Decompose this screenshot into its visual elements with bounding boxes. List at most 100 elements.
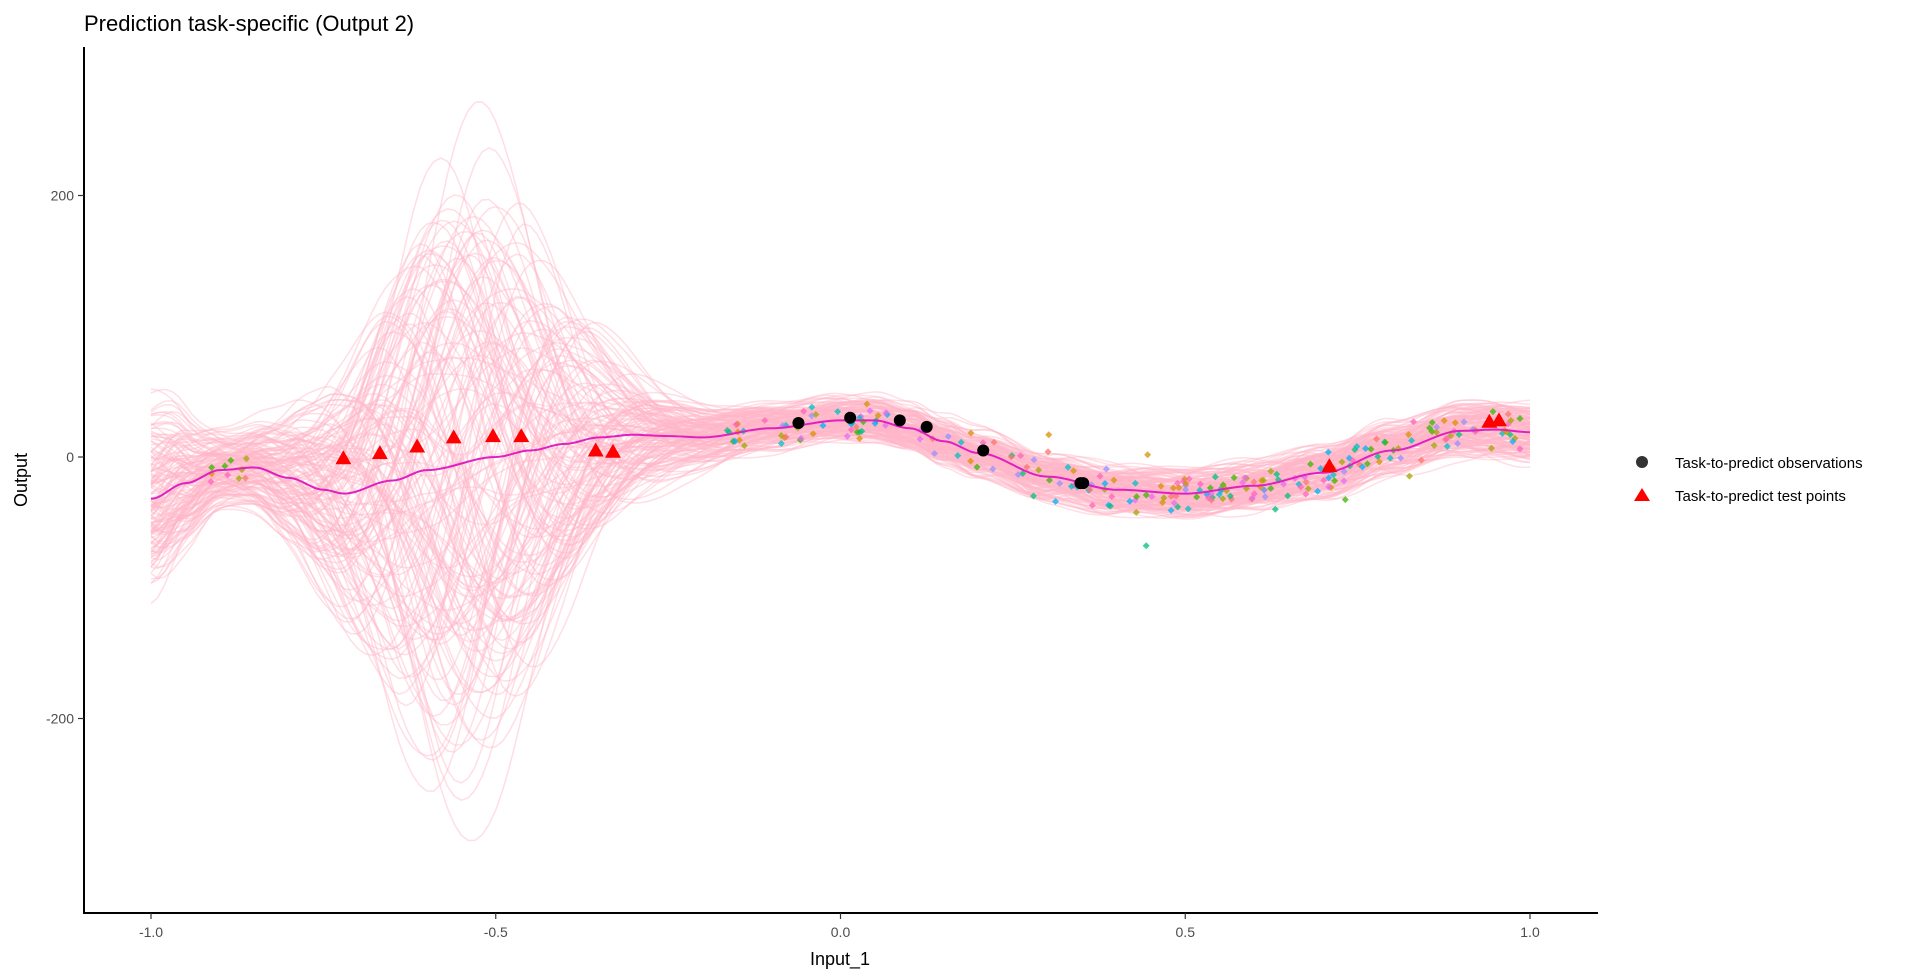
other-task-point: [761, 417, 769, 425]
sample-curve: [150, 399, 1531, 682]
sample-curve: [150, 239, 1531, 533]
sample-curve: [150, 360, 1531, 726]
other-task-point: [1014, 471, 1022, 479]
sample-curve: [150, 391, 1531, 696]
other-task-point: [1451, 419, 1459, 427]
other-task-point: [1204, 494, 1212, 502]
other-task-point: [1030, 456, 1038, 464]
sample-curve: [150, 146, 1531, 635]
other-task-point: [1454, 440, 1462, 448]
other-task-point: [1433, 428, 1441, 436]
other-task-point: [1509, 437, 1517, 445]
sample-curve: [150, 404, 1531, 694]
other-task-point: [740, 442, 748, 450]
sample-curve: [150, 403, 1531, 569]
other-task-point: [1167, 506, 1175, 514]
test-point: [604, 443, 621, 458]
legend-observations-label: Task-to-predict observations: [1675, 455, 1863, 472]
test-points: [335, 412, 1507, 473]
other-task-point: [777, 439, 785, 447]
other-task-point: [208, 464, 216, 472]
other-task-point: [797, 434, 805, 442]
other-task-point: [1250, 478, 1258, 486]
other-task-point: [242, 455, 250, 463]
other-task-point: [871, 419, 879, 427]
other-task-point: [1017, 452, 1025, 460]
other-task-point: [834, 408, 842, 416]
other-task-point: [207, 478, 215, 486]
other-task-point: [1426, 424, 1434, 432]
sample-curve: [150, 242, 1531, 567]
other-task-point: [1430, 441, 1438, 449]
sample-curve: [150, 346, 1531, 642]
sample-curve: [150, 347, 1531, 539]
other-task-point: [1144, 451, 1152, 459]
other-task-point: [1440, 417, 1448, 425]
other-task-point: [944, 432, 952, 440]
sample-curve: [150, 388, 1531, 597]
sample-curve: [150, 348, 1531, 680]
sample-curve: [150, 341, 1531, 538]
test-point: [335, 450, 352, 465]
sample-curve: [150, 319, 1531, 576]
x-axis-label: Input_1: [810, 949, 870, 970]
x-tick-label: 0.5: [1176, 924, 1196, 940]
other-task-point: [1306, 460, 1314, 468]
other-task-point: [1340, 467, 1348, 475]
other-task-point: [809, 430, 817, 438]
other-task-point: [1367, 445, 1375, 453]
other-task-point: [1067, 482, 1075, 490]
other-task-point: [1489, 408, 1497, 416]
other-task-point: [1410, 418, 1418, 426]
other-task-point: [1230, 474, 1238, 482]
other-task-point: [973, 463, 981, 471]
sample-curve: [150, 321, 1531, 792]
observation-point: [920, 420, 933, 433]
sample-curve: [150, 302, 1531, 536]
sample-curve: [150, 202, 1531, 610]
sample-curve: [150, 288, 1531, 556]
sample-curve: [150, 220, 1531, 527]
other-task-point: [1182, 486, 1190, 494]
sample-curve: [150, 316, 1531, 701]
other-task-point: [732, 421, 740, 429]
other-task-point: [1260, 476, 1268, 484]
other-task-point: [819, 421, 827, 429]
other-task-point: [1052, 498, 1060, 506]
sample-curve: [150, 400, 1531, 656]
sample-curve: [150, 393, 1531, 643]
sample-curve: [150, 412, 1531, 584]
sample-curve: [150, 406, 1531, 719]
other-task-point: [1160, 494, 1168, 502]
sample-curve: [150, 312, 1531, 668]
other-task-point: [1030, 492, 1038, 500]
sample-curve: [150, 373, 1531, 741]
sample-curve: [150, 400, 1531, 621]
other-task-point: [1193, 493, 1201, 501]
y-axis-label: Output: [11, 453, 31, 507]
other-task-point: [1023, 463, 1031, 471]
other-task-point: [916, 435, 924, 443]
other-task-point: [1331, 477, 1339, 485]
test-point: [587, 442, 604, 457]
other-task-point: [1386, 454, 1394, 462]
other-task-point: [1271, 505, 1279, 513]
other-task-point: [1101, 480, 1109, 488]
sample-curve: [150, 296, 1531, 644]
sample-curve: [150, 318, 1531, 757]
other-task-point: [1284, 492, 1292, 500]
other-task-point: [1148, 493, 1156, 501]
other-task-point: [1142, 542, 1150, 550]
sample-curve: [150, 326, 1531, 681]
other-task-point: [227, 456, 235, 464]
other-task-point: [1375, 458, 1383, 466]
legend-test-marker: [1634, 488, 1650, 501]
sample-curve: [150, 284, 1531, 520]
other-task-point: [1261, 493, 1269, 501]
sample-curve: [150, 396, 1531, 623]
sample-curve: [150, 230, 1531, 553]
chart-title: Prediction task-specific (Output 2): [84, 11, 414, 36]
other-task-point: [1320, 476, 1328, 484]
other-task-point: [1260, 486, 1268, 494]
